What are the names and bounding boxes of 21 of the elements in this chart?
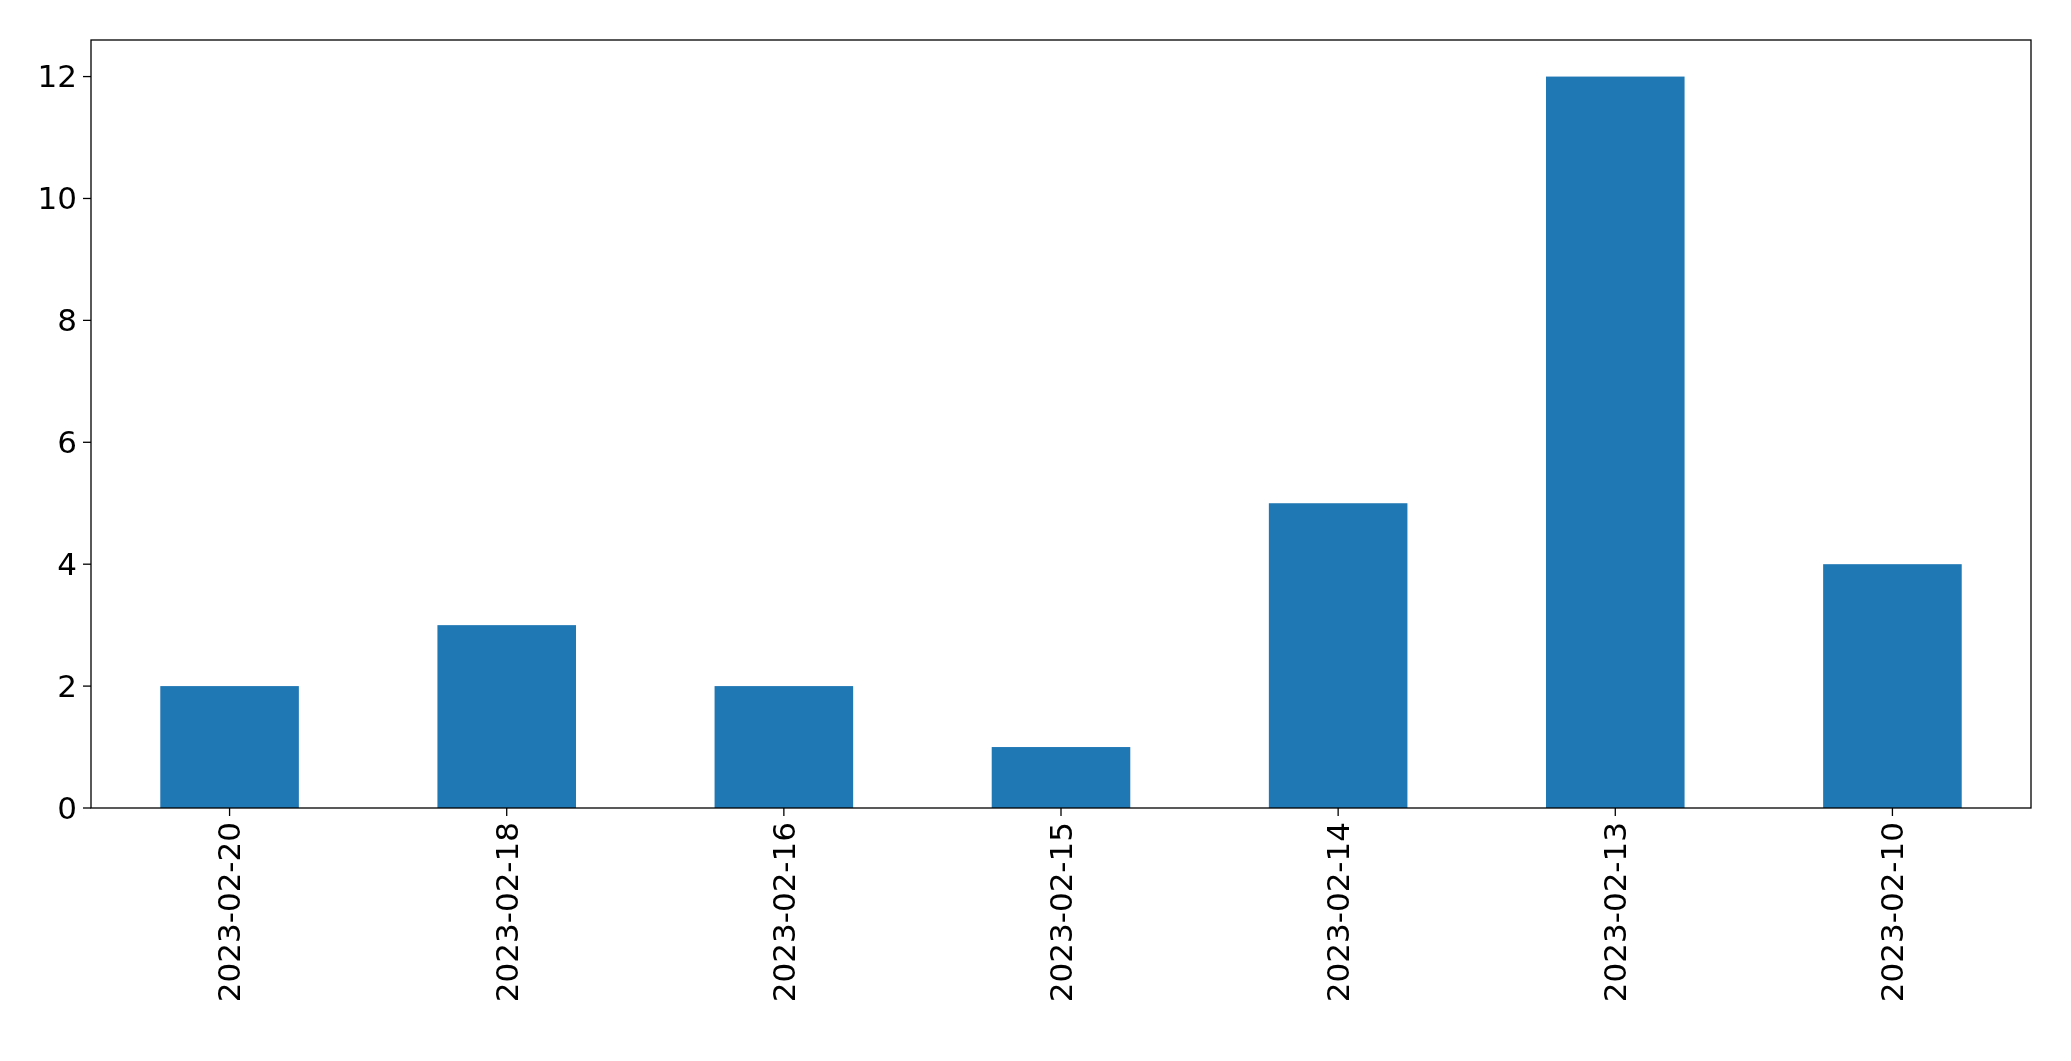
y-tick-label: 4 <box>57 546 77 583</box>
y-tick-label: 8 <box>57 302 77 339</box>
bar <box>1268 503 1408 808</box>
x-tick-label: 2023-02-10 <box>1874 822 1911 1003</box>
y-tick-label: 0 <box>57 789 77 826</box>
y-tick-label: 6 <box>57 424 77 461</box>
bar <box>991 747 1131 808</box>
x-tick-label: 2023-02-13 <box>1597 822 1634 1003</box>
x-tick-label: 2023-02-16 <box>765 822 802 1003</box>
x-tick-label: 2023-02-18 <box>488 822 525 1003</box>
x-tick-label: 2023-02-20 <box>211 822 248 1003</box>
bar <box>1546 76 1685 808</box>
y-tick-label: 10 <box>37 180 77 217</box>
x-tick-label: 2023-02-15 <box>1042 822 1079 1003</box>
bar <box>714 686 854 808</box>
y-tick-label: 12 <box>37 58 77 95</box>
bar <box>160 686 299 808</box>
bar <box>1823 564 1962 808</box>
bar <box>437 625 576 808</box>
y-tick-label: 2 <box>57 667 77 704</box>
x-tick-label: 2023-02-14 <box>1319 822 1356 1003</box>
